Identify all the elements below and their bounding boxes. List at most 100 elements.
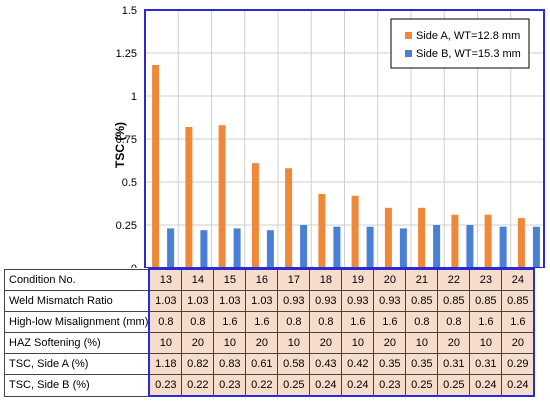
row-label: HAZ Softening (%) xyxy=(4,332,150,354)
table-cell: 21 xyxy=(405,268,439,291)
table-cell: 0.25 xyxy=(437,374,471,397)
table-cell: 0.83 xyxy=(213,353,247,375)
legend-label-side-b: Side B, WT=15.3 mm xyxy=(416,48,521,60)
table-cell: 1.03 xyxy=(181,290,215,312)
row-label: TSC, Side A (%) xyxy=(4,353,150,375)
table-cell: 0.85 xyxy=(405,290,439,312)
table-cell: 0.8 xyxy=(309,311,343,333)
bar-side-b xyxy=(300,225,308,268)
y-tick-label: 1 xyxy=(131,91,137,103)
table-cell: 20 xyxy=(501,332,536,354)
bar-side-a xyxy=(451,214,459,268)
table-cell: 0.58 xyxy=(277,353,311,375)
table-cell: 0.61 xyxy=(245,353,279,375)
bar-side-a xyxy=(351,195,359,268)
legend: Side A, WT=12.8 mm Side B, WT=15.3 mm xyxy=(390,18,530,69)
table-cell: 0.24 xyxy=(309,374,343,397)
bar-side-a xyxy=(218,125,226,268)
legend-swatch-side-b xyxy=(405,50,412,57)
table-cell: 20 xyxy=(181,332,215,354)
table-cell: 10 xyxy=(213,332,247,354)
table-cell: 20 xyxy=(437,332,471,354)
y-axis-label: TSC (%) xyxy=(113,122,127,168)
bar-side-b xyxy=(466,225,474,268)
table-cell: 17 xyxy=(277,268,311,291)
table-cell: 0.82 xyxy=(181,353,215,375)
bar-side-b xyxy=(399,228,407,268)
row-label: Condition No. xyxy=(4,268,150,291)
table-cell: 0.23 xyxy=(148,374,183,397)
table-row: TSC, Side A (%) 1.18 0.82 0.83 0.61 0.58 0.43 0… xyxy=(4,353,536,375)
table-cell: 0.31 xyxy=(469,353,503,375)
table-cell: 19 xyxy=(341,268,375,291)
table-cell: 0.8 xyxy=(277,311,311,333)
table-cell: 15 xyxy=(213,268,247,291)
y-tick-label: 0.5 xyxy=(122,177,137,189)
table-cell: 20 xyxy=(373,332,407,354)
table-row: Weld Mismatch Ratio 1.03 1.03 1.03 1.03 0.93 0… xyxy=(4,290,536,312)
table-cell: 18 xyxy=(309,268,343,291)
table-cell: 1.03 xyxy=(245,290,279,312)
table-cell: 0.93 xyxy=(309,290,343,312)
bar-side-b xyxy=(266,230,274,268)
table-cell: 10 xyxy=(341,332,375,354)
table-cell: 0.8 xyxy=(405,311,439,333)
table-cell: 14 xyxy=(181,268,215,291)
y-axis-ticks: 0 0.25 0.5 0.75 1 1.25 1.5 xyxy=(116,5,137,268)
table-cell: 0.42 xyxy=(341,353,375,375)
row-label: TSC, Side B (%) xyxy=(4,374,150,397)
row-label: Weld Mismatch Ratio xyxy=(4,290,150,312)
table-row: Condition No. 13 14 15 16 17 18 19 20 21 22 23 24 xyxy=(4,268,536,291)
table-cell: 10 xyxy=(277,332,311,354)
table-cell: 0.31 xyxy=(437,353,471,375)
table-cell: 1.03 xyxy=(213,290,247,312)
table-cell: 0.35 xyxy=(373,353,407,375)
table-row: High-low Misalignment (mm) 0.8 0.8 1.6 1.6 0.… xyxy=(4,311,536,333)
table-cell: 0.93 xyxy=(373,290,407,312)
table-cell: 1.6 xyxy=(245,311,279,333)
bar-side-b xyxy=(433,225,441,268)
table-cell: 1.6 xyxy=(373,311,407,333)
table-cell: 10 xyxy=(469,332,503,354)
table-cell: 1.6 xyxy=(501,311,536,333)
table-cell: 0.24 xyxy=(501,374,536,397)
table-cell: 0.8 xyxy=(437,311,471,333)
bar-side-b xyxy=(200,230,208,268)
y-tick-label: 0.75 xyxy=(116,134,137,146)
table-cell: 0.93 xyxy=(341,290,375,312)
table-cell: 1.6 xyxy=(213,311,247,333)
bar-side-a xyxy=(318,194,326,268)
bar-side-b xyxy=(333,226,341,268)
bar-side-b xyxy=(233,228,241,268)
bar-side-a xyxy=(418,207,426,268)
row-label: High-low Misalignment (mm) xyxy=(4,311,150,333)
table-cell: 10 xyxy=(405,332,439,354)
table-cell: 0.8 xyxy=(148,311,183,333)
legend-swatch-side-a xyxy=(405,32,412,39)
table-cell: 1.6 xyxy=(469,311,503,333)
table-cell: 20 xyxy=(373,268,407,291)
table-cell: 0.8 xyxy=(181,311,215,333)
table-cell: 0.85 xyxy=(469,290,503,312)
bar-side-a xyxy=(152,65,160,268)
table-cell: 1.18 xyxy=(148,353,183,375)
table-cell: 0.93 xyxy=(277,290,311,312)
table-cell: 22 xyxy=(437,268,471,291)
table-row: TSC, Side B (%) 0.23 0.22 0.23 0.22 0.25 0.24 0… xyxy=(4,374,536,397)
bar-side-a xyxy=(285,168,293,268)
y-tick-label: 0 xyxy=(131,263,137,268)
table-cell: 10 xyxy=(148,332,183,354)
bar-side-a xyxy=(517,218,525,268)
bar-side-b xyxy=(167,228,175,268)
conditions-table: Condition No. 13 14 15 16 17 18 19 20 21 22 23 24 Wel… xyxy=(4,268,536,397)
y-tick-label: 1.25 xyxy=(116,48,137,60)
table-cell: 0.23 xyxy=(373,374,407,397)
bar-side-a xyxy=(384,207,392,268)
plot-frame xyxy=(144,9,545,268)
table-cell: 0.25 xyxy=(405,374,439,397)
table-cell: 1.03 xyxy=(148,290,183,312)
tsc-bar-chart: 0 0.25 0.5 0.75 1 1.25 1.5 TSC (%) Side A, WT=… xyxy=(113,5,545,268)
table-row: HAZ Softening (%) 10 20 10 20 10 20 10 20 10 20 10 2… xyxy=(4,332,536,354)
y-tick-label: 0.25 xyxy=(116,220,137,232)
table-cell: 16 xyxy=(245,268,279,291)
